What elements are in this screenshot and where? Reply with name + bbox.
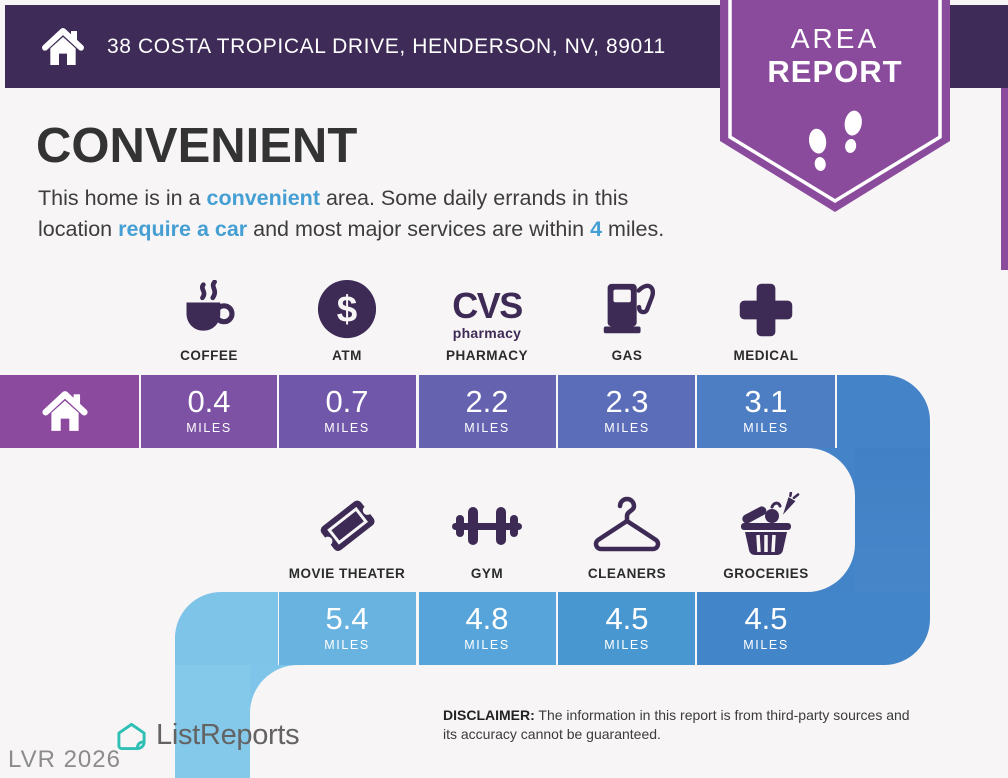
highlight-convenient: convenient [206, 186, 320, 210]
bar2-segment-cleaners [558, 592, 695, 665]
amenity-atm: $ ATM [262, 266, 432, 363]
dumbbell-icon [452, 507, 522, 545]
listreports-logo-icon [117, 722, 146, 750]
distance-groceries: 4.5 MILES [743, 601, 789, 652]
bar1-segment-atm [279, 375, 416, 448]
movie-ticket-icon [320, 500, 375, 551]
gas-pump-icon [603, 283, 656, 334]
connector-right [855, 446, 930, 600]
amenity-label: MOVIE THEATER [288, 566, 406, 581]
distance-movie-theater: 5.4 MILES [324, 601, 370, 652]
bar2-segment-groceries [697, 592, 930, 665]
distance-atm: 0.7 MILES [324, 384, 370, 435]
amenity-groceries: GROCERIES [681, 484, 851, 581]
subtitle-text: This home is in a [38, 186, 207, 210]
amenity-gas: GAS [542, 266, 712, 363]
hanger-icon [593, 496, 661, 552]
bar1-segment-gas [558, 375, 695, 448]
bar2-corner-segment [175, 592, 278, 665]
house-icon [41, 27, 85, 67]
amenity-label: CLEANERS [587, 566, 667, 581]
dollar-sign: $ [337, 289, 357, 330]
origin-house-icon [42, 390, 88, 433]
badge-line2: REPORT [767, 54, 902, 89]
listreports-brand-text: ListReports [156, 719, 300, 751]
atm-icon: $ [317, 279, 377, 339]
page-title: CONVENIENT [36, 119, 358, 173]
amenity-pharmacy: CVS pharmacy PHARMACY [402, 266, 572, 364]
amenity-cleaners: CLEANERS [542, 484, 712, 581]
page-subtitle: This home is in a convenient area. Some … [38, 186, 665, 241]
area-report-badge: AREA REPORT [720, 0, 950, 212]
cvs-brand-sub: pharmacy [452, 325, 522, 341]
amenity-label: MEDICAL [733, 348, 799, 363]
distance-medical: 3.1 MILES [743, 384, 789, 435]
bar2-segment-movie-theater [279, 592, 416, 665]
listreports-logo: ListReports [116, 719, 300, 752]
distance-gas: 2.3 MILES [604, 384, 650, 435]
footprints-icon [808, 110, 862, 171]
amenity-label: PHARMACY [445, 348, 528, 363]
disclaimer-label: DISCLAIMER: [443, 707, 535, 723]
bar2-segment-gym [419, 592, 556, 665]
cvs-pharmacy-logo: CVS pharmacy [452, 285, 523, 341]
badge-line1: AREA [791, 23, 879, 54]
right-edge-stripe [1001, 5, 1008, 270]
disclaimer-text: The information in this report is from t… [443, 707, 910, 742]
header-address: 38 COSTA TROPICAL DRIVE, HENDERSON, NV, … [107, 34, 666, 58]
coffee-icon [186, 280, 235, 331]
bar1-segment-coffee [141, 375, 277, 448]
amenity-label: GAS [611, 348, 643, 363]
amenity-label: COFFEE [180, 348, 238, 363]
amenity-label: GROCERIES [723, 566, 809, 581]
grocery-basket-icon [741, 492, 800, 555]
bar1-segment-medical [697, 375, 835, 448]
distance-pharmacy: 2.2 MILES [464, 384, 510, 435]
highlight-miles-count: 4 [590, 217, 603, 241]
highlight-require-a-car: require a car [118, 217, 248, 241]
disclaimer: DISCLAIMER: The information in this repo… [443, 706, 921, 744]
amenity-coffee: COFFEE [124, 266, 294, 363]
distance-coffee: 0.4 MILES [186, 384, 232, 435]
distance-gym: 4.8 MILES [464, 601, 510, 652]
amenity-label: GYM [470, 566, 504, 581]
amenity-label: ATM [332, 348, 362, 363]
amenity-medical: MEDICAL [681, 266, 851, 363]
medical-cross-icon [739, 283, 793, 337]
bar1-segment-pharmacy [419, 375, 556, 448]
amenity-gym: GYM [402, 484, 572, 581]
amenity-movie-theater: MOVIE THEATER [262, 484, 432, 581]
cvs-brand-name: CVS [452, 285, 523, 326]
bar1-corner-segment [837, 375, 930, 448]
watermark: LVR 2026 [8, 746, 121, 773]
distance-cleaners: 4.5 MILES [604, 601, 650, 652]
